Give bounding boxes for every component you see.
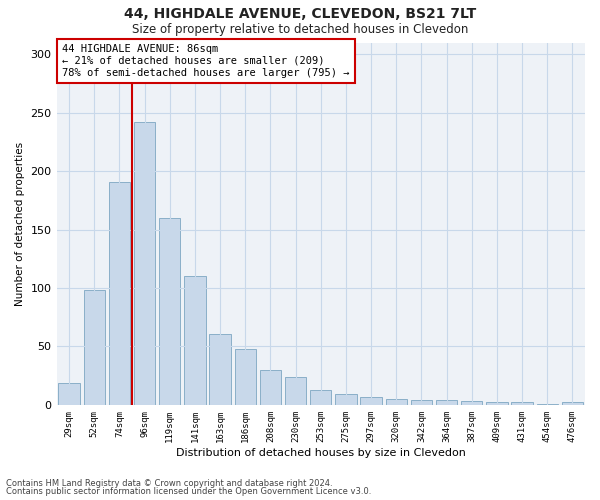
X-axis label: Distribution of detached houses by size in Clevedon: Distribution of detached houses by size … [176, 448, 466, 458]
Bar [209, 334, 231, 405]
Bar [285, 377, 307, 405]
Bar [461, 402, 482, 405]
Bar [411, 400, 432, 405]
Text: 44, HIGHDALE AVENUE, CLEVEDON, BS21 7LT: 44, HIGHDALE AVENUE, CLEVEDON, BS21 7LT [124, 8, 476, 22]
Text: Contains public sector information licensed under the Open Government Licence v3: Contains public sector information licen… [6, 487, 371, 496]
Bar [386, 399, 407, 405]
Bar [562, 402, 583, 405]
Text: Size of property relative to detached houses in Clevedon: Size of property relative to detached ho… [132, 22, 468, 36]
Bar [235, 348, 256, 405]
Bar [159, 218, 181, 405]
Bar [511, 402, 533, 405]
Text: Contains HM Land Registry data © Crown copyright and database right 2024.: Contains HM Land Registry data © Crown c… [6, 478, 332, 488]
Text: 44 HIGHDALE AVENUE: 86sqm
← 21% of detached houses are smaller (209)
78% of semi: 44 HIGHDALE AVENUE: 86sqm ← 21% of detac… [62, 44, 349, 78]
Bar [109, 182, 130, 405]
Bar [486, 402, 508, 405]
Bar [134, 122, 155, 405]
Y-axis label: Number of detached properties: Number of detached properties [15, 142, 25, 306]
Bar [58, 382, 80, 405]
Bar [536, 404, 558, 405]
Bar [184, 276, 206, 405]
Bar [260, 370, 281, 405]
Bar [361, 396, 382, 405]
Bar [436, 400, 457, 405]
Bar [335, 394, 356, 405]
Bar [83, 290, 105, 405]
Bar [310, 390, 331, 405]
